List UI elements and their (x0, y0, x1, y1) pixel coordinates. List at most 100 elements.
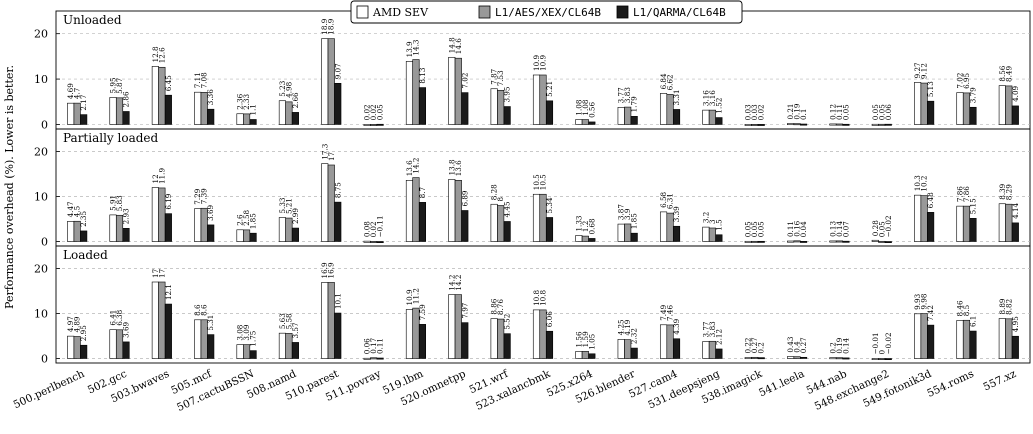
bar (630, 232, 638, 242)
value-label: 16.9 (320, 262, 329, 278)
value-label: 12.1 (164, 284, 173, 300)
value-label: 3.09 (242, 324, 251, 340)
bar (545, 100, 554, 125)
value-label: 0.16 (793, 220, 802, 236)
bar (448, 56, 456, 125)
value-label: 13.6 (405, 160, 414, 176)
bar (327, 38, 335, 125)
value-label: 5.13 (926, 81, 935, 97)
value-label: 3.36 (206, 89, 215, 105)
bar (207, 334, 215, 359)
bar (927, 324, 935, 359)
bar (207, 224, 215, 242)
legend-box (350, 0, 743, 24)
bar (751, 356, 759, 359)
bar (751, 124, 759, 126)
bar (969, 106, 977, 125)
value-label: 17.3 (320, 143, 329, 159)
bar (278, 217, 286, 242)
value-label: 8.6 (193, 304, 202, 316)
bar (956, 320, 964, 359)
bar (744, 357, 752, 360)
bar (243, 229, 251, 242)
value-label: 7.46 (666, 304, 675, 320)
bar (842, 240, 850, 243)
value-label: 5.95 (109, 77, 118, 93)
panel-title: Partially loaded (63, 131, 159, 145)
value-label: 8 (496, 197, 505, 202)
category-label: 554.roms (925, 368, 975, 400)
bar (200, 92, 208, 125)
value-label: 0.05 (841, 104, 850, 120)
bar (744, 240, 752, 243)
bar (67, 102, 75, 125)
bar (630, 116, 638, 125)
bar (207, 108, 215, 125)
value-label: 6.95 (962, 72, 971, 88)
value-label: 2.86 (122, 91, 131, 107)
value-label: 4.95 (1011, 316, 1020, 332)
value-label: 18.9 (327, 18, 336, 34)
value-label: 0.14 (841, 337, 850, 353)
bar (249, 119, 257, 125)
value-label: 0.04 (799, 221, 808, 237)
bar (80, 344, 88, 359)
value-label: 2.95 (79, 325, 88, 341)
value-label: 5.87 (115, 77, 124, 93)
bar (370, 124, 378, 126)
legend-swatch (478, 5, 491, 19)
value-label: 2.12 (714, 329, 723, 345)
value-label: 1.05 (587, 333, 596, 349)
value-label: 14.2 (411, 158, 420, 174)
value-label: 8.49 (1004, 65, 1013, 81)
value-label: 10.5 (532, 174, 541, 190)
bar (757, 357, 765, 360)
legend-label: AMD SEV (372, 6, 429, 19)
value-label: 3.39 (672, 206, 681, 222)
bar (376, 241, 384, 244)
value-label: 14.2 (454, 275, 463, 291)
bar (532, 74, 541, 125)
bar (884, 358, 892, 361)
bar (659, 324, 668, 359)
bar (744, 124, 752, 126)
bar (291, 342, 299, 359)
value-label: 5.21 (545, 81, 554, 97)
bar (67, 221, 75, 242)
legend-swatch (356, 5, 369, 19)
value-label: 4.14 (1011, 202, 1020, 218)
value-label: 2.17 (79, 94, 88, 110)
bar (835, 240, 843, 243)
bar (1011, 105, 1019, 125)
bar (405, 180, 414, 242)
value-label: 5.91 (109, 195, 118, 211)
bar (418, 324, 427, 359)
value-label: 6.06 (545, 311, 554, 327)
bar (321, 38, 329, 125)
value-label: 3 (708, 219, 717, 224)
bar (624, 106, 632, 125)
bar (503, 333, 511, 359)
bar (659, 93, 668, 125)
value-label: 0.05 (871, 104, 880, 120)
value-label: 0.06 (363, 338, 372, 354)
value-label: 9.07 (333, 63, 342, 79)
value-label: 3.16 (708, 90, 717, 106)
value-label: 1.08 (574, 99, 583, 115)
bar (927, 100, 935, 125)
value-label: 1.52 (714, 98, 723, 114)
value-label: −0.01 (871, 332, 880, 354)
value-label: 9.98 (920, 293, 929, 309)
bar (490, 318, 498, 359)
bar (751, 240, 759, 243)
bar (829, 123, 837, 126)
value-label: 0.07 (841, 221, 850, 237)
bar (532, 193, 541, 242)
bar (334, 201, 342, 242)
bar (842, 357, 850, 360)
bar (575, 351, 583, 359)
bar (581, 235, 589, 242)
value-label: 0.56 (587, 101, 596, 117)
y-tick-label: 10 (34, 191, 48, 204)
value-label: 1.08 (581, 99, 590, 115)
